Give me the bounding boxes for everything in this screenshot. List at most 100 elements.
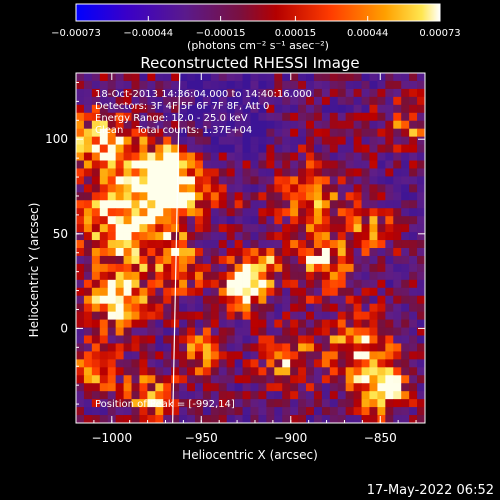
heatmap-cell <box>274 168 283 177</box>
heatmap-cell <box>147 216 156 225</box>
heatmap-cell <box>409 248 418 257</box>
heatmap-cell <box>163 335 172 344</box>
heatmap-cell <box>329 343 339 352</box>
heatmap-cell <box>202 80 212 90</box>
heatmap-cell <box>179 383 188 392</box>
heatmap-cell <box>147 383 156 392</box>
heatmap-cell <box>155 351 164 360</box>
heatmap-cell <box>298 415 307 423</box>
heatmap-cell <box>321 375 331 384</box>
heatmap-cell <box>369 271 378 281</box>
heatmap-cell <box>91 375 101 384</box>
heatmap-cell <box>274 375 283 384</box>
heatmap-cell <box>329 144 339 153</box>
heatmap-cell <box>393 112 402 122</box>
heatmap-cell <box>234 192 243 201</box>
heatmap-cell <box>147 184 156 193</box>
heatmap-cell <box>313 152 323 161</box>
heatmap-cell <box>321 136 331 145</box>
heatmap-cell <box>155 407 164 416</box>
heatmap-cell <box>123 319 132 328</box>
heatmap-cell <box>337 200 347 209</box>
heatmap-cell <box>83 80 93 90</box>
heatmap-cell <box>298 128 307 138</box>
heatmap-cell <box>242 80 251 90</box>
heatmap-cell <box>353 351 362 360</box>
heatmap-cell <box>329 248 339 257</box>
heatmap-cell <box>250 263 259 273</box>
heatmap-cell <box>266 383 275 392</box>
heatmap-cell <box>115 375 124 384</box>
heatmap-cell <box>218 208 228 217</box>
heatmap-cell <box>242 136 251 145</box>
heatmap-cell <box>155 359 164 368</box>
heatmap-cell <box>218 391 228 400</box>
heatmap-cell <box>329 255 339 265</box>
heatmap-cell <box>218 144 228 153</box>
heatmap-cell <box>115 399 124 408</box>
heatmap-cell <box>258 279 267 289</box>
heatmap-cell <box>91 311 101 320</box>
heatmap-cell <box>202 88 212 98</box>
heatmap-cell <box>266 375 275 384</box>
heatmap-cell <box>250 160 259 169</box>
heatmap-cell <box>290 168 299 177</box>
heatmap-cell <box>187 271 196 281</box>
heatmap-cell <box>266 248 275 257</box>
heatmap-cell <box>187 303 196 313</box>
heatmap-cell <box>306 295 315 305</box>
x-tick-label: −850 <box>364 431 397 445</box>
heatmap-cell <box>393 240 402 249</box>
heatmap-cell <box>250 319 259 328</box>
heatmap-cell <box>194 303 204 313</box>
heatmap-cell <box>194 120 204 130</box>
heatmap-cell <box>131 73 140 82</box>
heatmap-cell <box>163 176 172 185</box>
heatmap-cell <box>290 351 299 360</box>
heatmap-cell <box>313 399 323 408</box>
heatmap-cell <box>155 303 164 313</box>
heatmap-cell <box>83 295 93 305</box>
heatmap-cell <box>290 136 299 145</box>
heatmap-cell <box>377 287 386 297</box>
heatmap-cell <box>282 176 291 185</box>
heatmap-cell <box>282 144 291 153</box>
heatmap-cell <box>274 184 283 193</box>
heatmap-cell <box>171 73 180 82</box>
heatmap-cell <box>274 279 283 289</box>
heatmap-cell <box>321 216 331 225</box>
heatmap-cell <box>139 367 148 376</box>
heatmap-cell <box>337 224 347 233</box>
heatmap-cell <box>409 120 418 130</box>
heatmap-cell <box>369 224 378 233</box>
heatmap-cell <box>76 263 85 273</box>
colorbar-tick-label: 0.00015 <box>275 28 316 39</box>
heatmap-cell <box>115 192 124 201</box>
heatmap-cell <box>266 176 275 185</box>
heatmap-cell <box>298 152 307 161</box>
heatmap-cell <box>321 383 331 392</box>
heatmap-cell <box>290 152 299 161</box>
heatmap-cell <box>226 295 236 305</box>
heatmap-cell <box>147 160 156 169</box>
heatmap-cell <box>163 327 172 336</box>
heatmap-cell <box>290 359 299 368</box>
heatmap-cell <box>83 88 93 98</box>
heatmap-cell <box>250 367 259 376</box>
heatmap-cell <box>361 240 370 249</box>
heatmap-cell <box>194 168 204 177</box>
heatmap-cell <box>155 224 164 233</box>
heatmap-cell <box>179 295 188 305</box>
heatmap-cell <box>385 367 394 376</box>
heatmap-cell <box>313 351 323 360</box>
heatmap-cell <box>187 144 196 153</box>
heatmap-cell <box>345 232 355 241</box>
heatmap-cell <box>369 295 378 305</box>
heatmap-cell <box>107 136 117 145</box>
heatmap-cell <box>115 335 124 344</box>
heatmap-cell <box>361 96 370 106</box>
heatmap-cell <box>393 144 402 153</box>
heatmap-cell <box>345 391 355 400</box>
heatmap-cell <box>393 192 402 201</box>
heatmap-cell <box>210 136 220 145</box>
